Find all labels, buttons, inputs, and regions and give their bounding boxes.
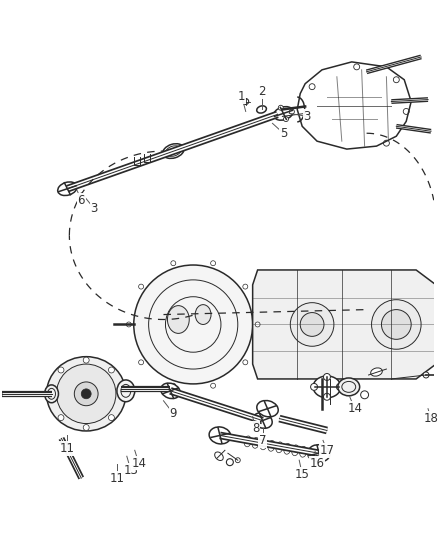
Circle shape xyxy=(109,415,114,421)
Text: 11: 11 xyxy=(60,442,75,455)
Circle shape xyxy=(119,391,125,397)
Circle shape xyxy=(324,374,330,381)
Ellipse shape xyxy=(46,357,126,431)
Text: 14: 14 xyxy=(347,402,362,415)
Circle shape xyxy=(423,372,429,378)
Circle shape xyxy=(138,360,144,365)
Circle shape xyxy=(243,360,248,365)
Circle shape xyxy=(138,284,144,289)
Text: 11: 11 xyxy=(110,472,124,484)
Text: 16: 16 xyxy=(310,457,325,470)
Ellipse shape xyxy=(371,368,382,376)
Text: 8: 8 xyxy=(252,422,259,435)
Ellipse shape xyxy=(257,106,266,113)
Circle shape xyxy=(243,99,249,104)
Circle shape xyxy=(336,383,343,390)
Text: 3: 3 xyxy=(304,110,311,123)
Text: 18: 18 xyxy=(424,412,438,425)
Text: 1: 1 xyxy=(238,90,246,103)
Text: 7: 7 xyxy=(259,434,266,447)
Text: 3: 3 xyxy=(90,202,98,215)
Circle shape xyxy=(324,393,330,400)
Circle shape xyxy=(74,382,98,406)
Ellipse shape xyxy=(257,400,278,417)
Circle shape xyxy=(83,357,89,363)
Circle shape xyxy=(381,310,411,340)
Circle shape xyxy=(300,312,324,336)
Circle shape xyxy=(226,459,233,466)
Circle shape xyxy=(283,117,289,122)
Circle shape xyxy=(171,261,176,265)
Ellipse shape xyxy=(163,144,184,158)
Text: 13: 13 xyxy=(124,464,138,477)
Circle shape xyxy=(235,458,240,463)
Text: 17: 17 xyxy=(319,444,335,457)
Ellipse shape xyxy=(338,378,360,396)
Ellipse shape xyxy=(253,413,272,429)
Ellipse shape xyxy=(58,182,77,196)
Circle shape xyxy=(109,367,114,373)
Ellipse shape xyxy=(209,427,231,444)
Circle shape xyxy=(243,284,248,289)
Circle shape xyxy=(57,364,116,424)
Text: 5: 5 xyxy=(280,127,287,140)
Ellipse shape xyxy=(195,305,211,325)
Circle shape xyxy=(278,105,283,110)
Circle shape xyxy=(211,261,215,265)
Circle shape xyxy=(371,300,421,349)
Circle shape xyxy=(81,389,91,399)
Text: 9: 9 xyxy=(170,407,177,420)
Text: 14: 14 xyxy=(131,457,146,470)
Circle shape xyxy=(290,109,294,114)
Circle shape xyxy=(255,322,260,327)
Ellipse shape xyxy=(215,452,223,461)
Circle shape xyxy=(126,322,131,327)
Circle shape xyxy=(171,383,176,388)
Ellipse shape xyxy=(161,383,180,399)
Ellipse shape xyxy=(167,305,189,333)
Circle shape xyxy=(134,265,253,384)
Circle shape xyxy=(290,303,334,346)
Ellipse shape xyxy=(313,376,341,398)
Circle shape xyxy=(211,383,215,388)
Text: 6: 6 xyxy=(78,194,85,207)
Ellipse shape xyxy=(45,385,58,403)
Circle shape xyxy=(311,383,318,390)
Ellipse shape xyxy=(274,107,293,120)
Circle shape xyxy=(58,415,64,421)
Circle shape xyxy=(83,424,89,431)
Circle shape xyxy=(58,367,64,373)
Circle shape xyxy=(48,391,53,397)
Text: 2: 2 xyxy=(258,85,265,98)
Text: 15: 15 xyxy=(295,467,310,481)
Ellipse shape xyxy=(308,445,330,462)
Ellipse shape xyxy=(117,380,135,402)
Circle shape xyxy=(272,112,277,118)
Polygon shape xyxy=(253,270,436,379)
